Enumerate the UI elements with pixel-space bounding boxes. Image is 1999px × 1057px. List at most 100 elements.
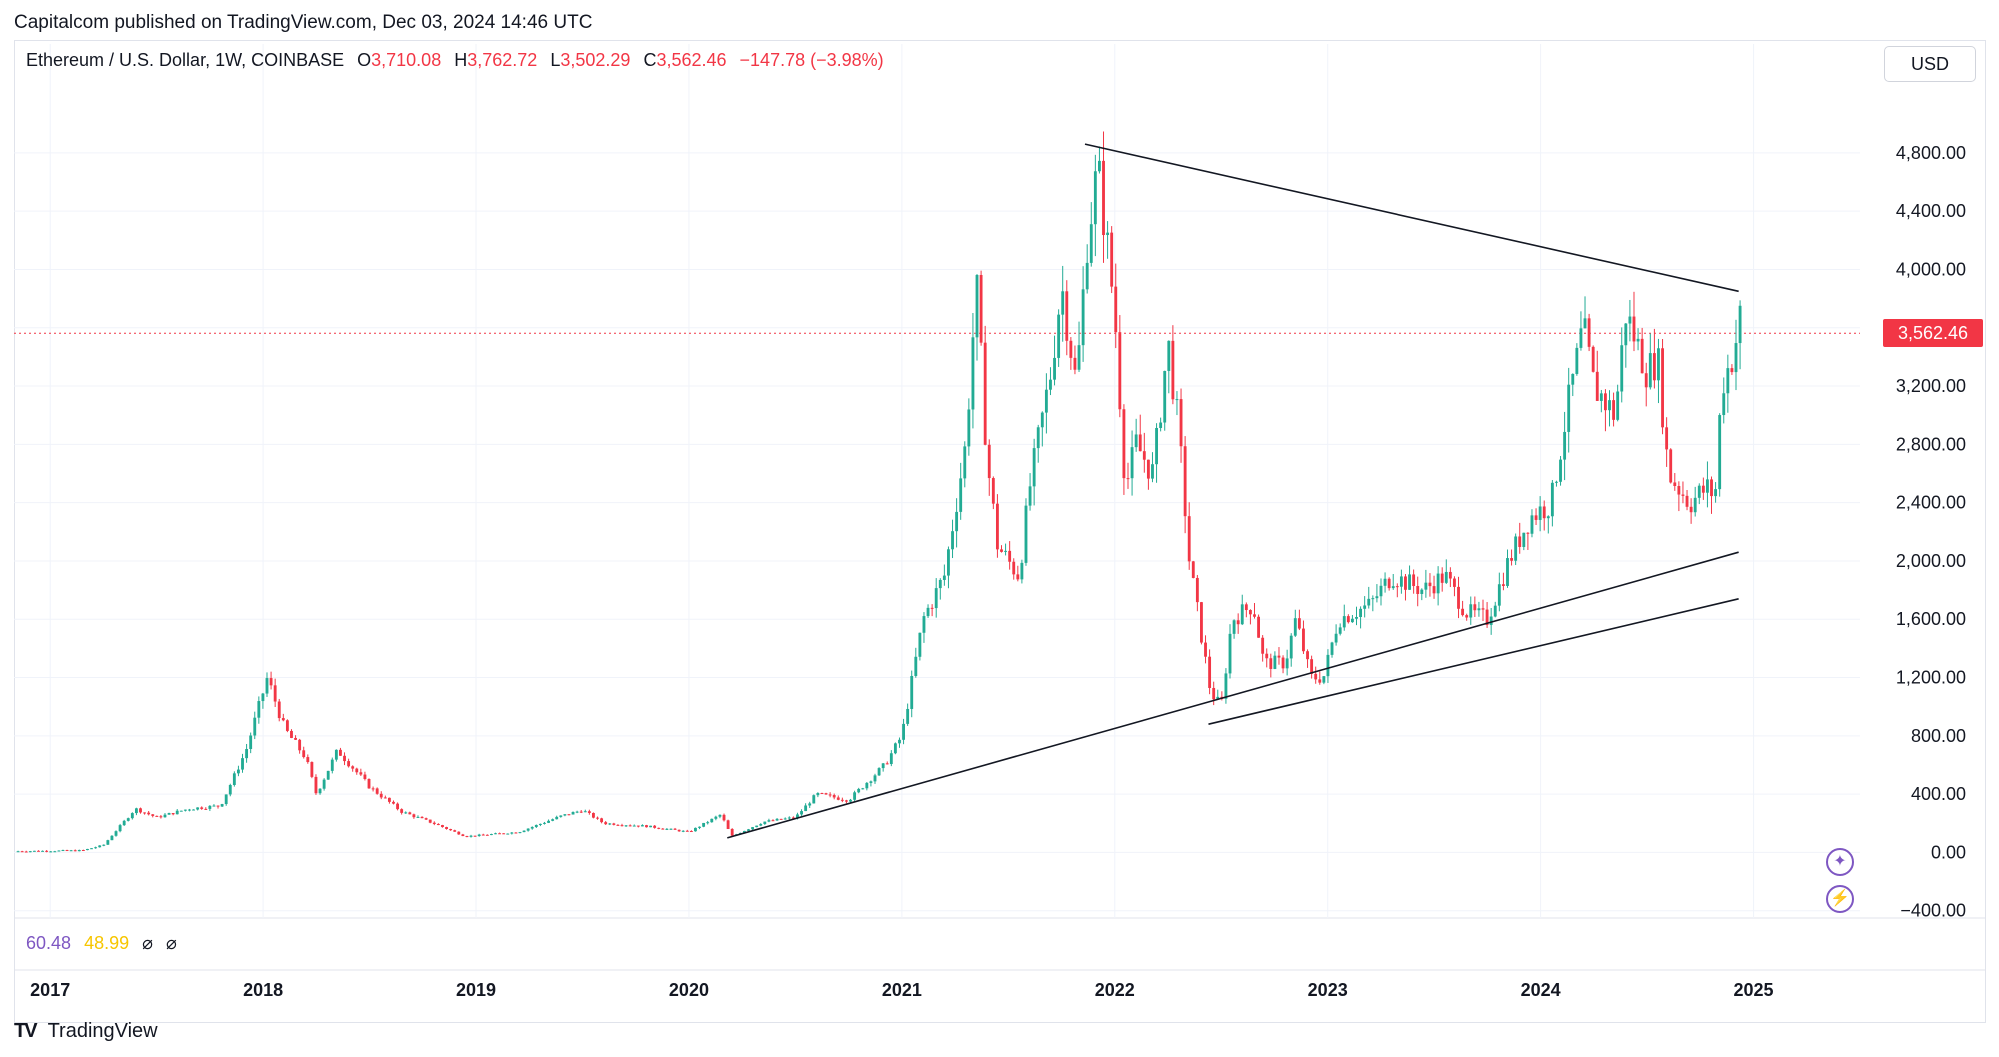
candle-body [526,828,530,831]
candle-body [1248,610,1252,615]
price-tick-label: 4,800.00 [1896,143,1966,163]
candle-body [571,812,575,815]
price-tick-label: 800.00 [1911,726,1966,746]
tradingview-logo-icon: TV [14,1020,38,1042]
candle-body [1228,633,1232,674]
candle-body [1163,370,1167,423]
candle-body [1159,422,1163,428]
candle-body [1236,620,1240,625]
candle-body [502,833,506,835]
candle-body [387,797,391,802]
candle-body [1444,571,1448,583]
candle-body [1416,586,1420,594]
currency-button[interactable]: USD [1884,46,1976,82]
candle-body [1142,451,1146,460]
candle-body [334,749,338,760]
candle-body [1277,655,1281,658]
candle-body [163,814,167,818]
candle-body [791,817,795,819]
candle-body [632,825,636,827]
candle-body [1359,608,1363,618]
candle-body [318,788,322,794]
candle-body [77,850,81,852]
candle-body [1559,459,1562,482]
candle-body [893,743,897,754]
candle-body [1085,262,1089,290]
candle-body [640,825,644,827]
candle-body [1089,224,1093,263]
candle-body [1371,598,1375,600]
candle-body [1526,532,1530,534]
candle-body [865,782,869,789]
tradingview-brand[interactable]: TV TradingView [14,1020,158,1043]
candle-body [771,820,775,822]
candle-body [1404,576,1407,590]
candle-body [1240,604,1244,625]
candle-body [963,446,967,479]
candle-body [1652,353,1656,381]
candle-body [147,812,151,815]
candle-body [143,812,147,814]
time-tick-label: 2017 [30,980,70,1000]
candle-body [1616,391,1620,420]
candle-body [1738,305,1742,344]
candle-body [714,816,718,819]
candle-body [702,822,706,827]
lightning-icon[interactable]: ⚡ [1826,885,1854,913]
candle-body [343,755,346,762]
indicator-value-2: 48.99 [84,933,130,953]
candle-body [1522,532,1526,547]
candle-body [130,813,134,819]
candle-body [469,835,473,837]
chart-area[interactable] [14,40,1986,1023]
candle-body [1171,340,1175,400]
candle-body [1501,584,1505,586]
candle-body [930,607,934,609]
candle-body [269,678,273,686]
candle-body [200,807,204,809]
candle-body [1714,489,1718,497]
candle-body [1603,393,1607,411]
candle-body [1428,582,1432,587]
candle-body [432,822,436,824]
candle-body [706,822,710,824]
candle-body [212,805,216,807]
candle-body [596,817,599,819]
candle-body [881,763,885,769]
candle-body [1069,340,1073,358]
candle-body [1689,506,1693,513]
candle-body [849,799,852,802]
candle-body [1395,586,1399,588]
high-label: H [454,50,468,70]
candle-body [1677,486,1681,495]
candle-body [314,776,318,794]
candle-body [873,775,877,782]
candle-body [914,656,918,676]
candle-body [579,811,583,813]
candle-body [1053,357,1056,380]
candle-body [747,829,750,831]
candle-body [253,717,257,736]
candle-body [310,762,314,777]
candle-body [698,826,701,828]
candle-body [1595,371,1599,401]
candle-body [61,850,65,852]
candle-body [1257,616,1261,638]
candle-body [983,342,987,445]
candle-body [1473,604,1477,611]
candle-body [167,813,171,815]
candle-body [106,840,110,845]
candle-body [41,850,44,852]
candle-body [16,851,20,853]
candle-body [816,793,820,796]
price-tick-label: 2,000.00 [1896,551,1966,571]
candle-body [922,616,926,633]
sparkle-icon[interactable]: ✦ [1826,848,1854,876]
candle-body [1269,658,1273,669]
candle-body [1044,389,1048,413]
candle-body [1367,598,1371,606]
candle-body [86,848,89,851]
price-axis: −400.00 0.00 400.00 800.00 1,200.00 1,600.00 2… [1896,143,1966,921]
candle-body [1187,516,1191,562]
